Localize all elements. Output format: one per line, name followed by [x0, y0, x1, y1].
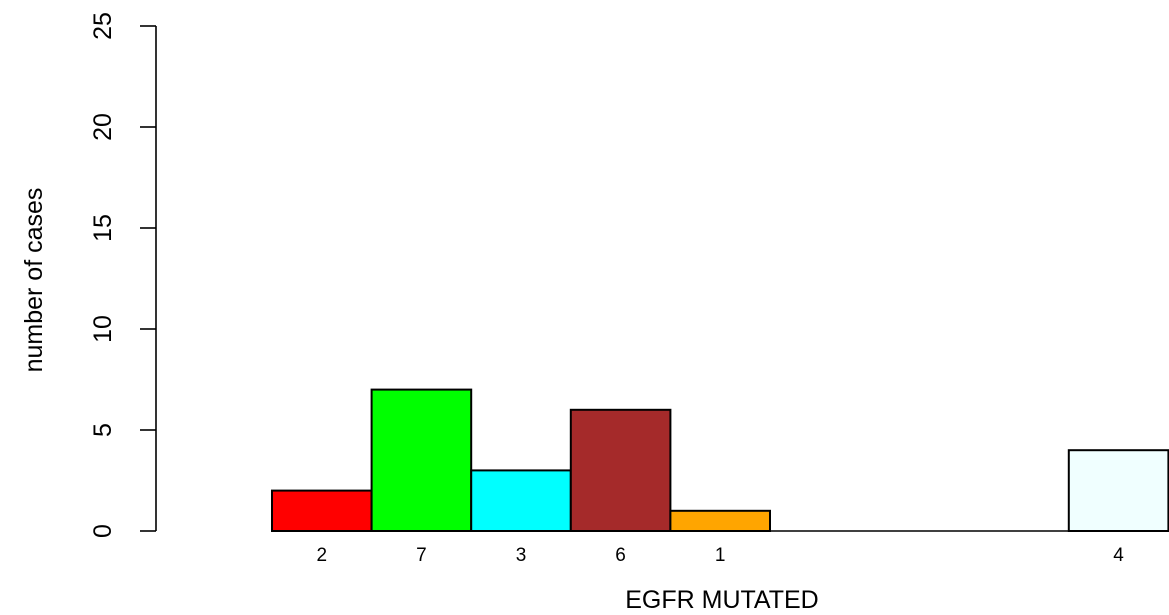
y-ticks: 0 5 10 15 20 25 [89, 12, 156, 538]
y-axis-label: number of cases [20, 188, 48, 373]
bar [470, 469, 572, 532]
bar-count-label: 3 [516, 545, 527, 566]
y-tick-label: 15 [89, 214, 117, 242]
bar-count-label: 4 [1113, 545, 1124, 566]
y-tick-label: 25 [89, 12, 117, 40]
data-labels: 2 7 3 6 1 4 [317, 545, 1125, 566]
bars [271, 388, 1169, 533]
bar [669, 509, 772, 532]
bar-count-label: 6 [615, 545, 626, 566]
y-tick-label: 5 [89, 423, 117, 437]
y-tick-label: 0 [89, 524, 117, 538]
bar [370, 388, 473, 532]
x-axis-label: EGFR MUTATED [625, 586, 819, 614]
bar-count-label: 2 [317, 545, 328, 566]
y-tick-label: 10 [89, 315, 117, 343]
bar [1067, 449, 1169, 533]
bar-count-label: 7 [416, 545, 427, 566]
bar [271, 489, 373, 533]
y-tick-label: 20 [89, 113, 117, 141]
bar-count-label: 1 [715, 545, 726, 566]
bar [569, 408, 672, 532]
